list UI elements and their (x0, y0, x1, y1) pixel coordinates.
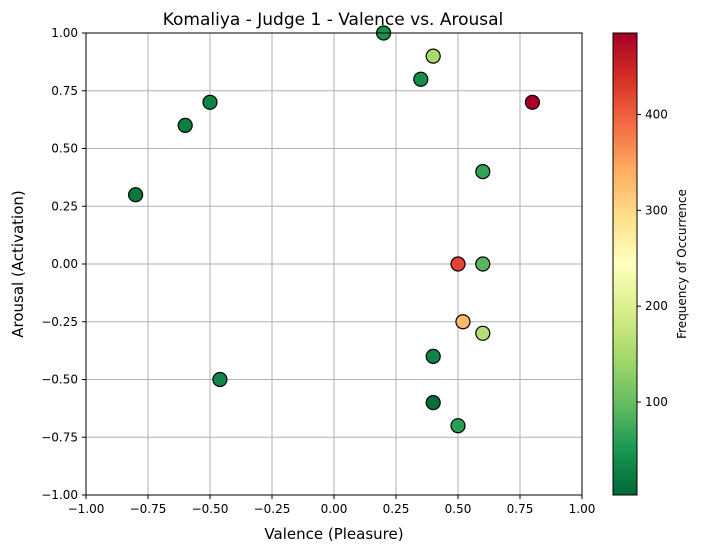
y-tick-label: −0.25 (41, 315, 78, 329)
data-point (475, 325, 491, 341)
data-point (128, 187, 144, 203)
colorbar-tick-label: 400 (645, 107, 668, 121)
colorbar-label: Frequency of Occurrence (675, 189, 689, 339)
y-tick-label: 0.25 (51, 199, 78, 213)
y-tick-label: 0.50 (51, 142, 78, 156)
data-point (450, 256, 466, 272)
colorbar-ticks: 100 200 300 400 (637, 107, 668, 409)
y-tick-label: −0.75 (41, 430, 78, 444)
data-points (128, 25, 541, 434)
colorbar-tick-label: 200 (645, 299, 668, 313)
data-point (425, 348, 441, 364)
data-point (425, 395, 441, 411)
x-tick-label: 0.50 (445, 502, 472, 516)
y-tick-label: 1.00 (51, 26, 78, 40)
data-point (212, 371, 228, 388)
x-tick-label: −0.25 (254, 502, 291, 516)
x-tick-label: 1.00 (569, 502, 596, 516)
colorbar-tick-label: 300 (645, 203, 668, 217)
data-point (425, 48, 441, 64)
x-tick-label: −1.00 (68, 502, 105, 516)
x-tick-label: −0.75 (130, 502, 167, 516)
data-point (202, 94, 218, 110)
x-axis-ticks: −1.00 −0.75 −0.50 −0.25 0.00 0.25 0.50 0.75 1.00 (68, 495, 596, 516)
grid-lines (85, 32, 583, 496)
x-tick-label: 0.75 (507, 502, 534, 516)
data-point (450, 418, 466, 434)
data-point (455, 314, 471, 330)
colorbar-tick-label: 100 (645, 395, 668, 409)
y-tick-label: −1.00 (41, 488, 78, 502)
data-point (413, 71, 429, 87)
y-tick-label: 0.00 (51, 257, 78, 271)
x-tick-label: 0.25 (383, 502, 410, 516)
colorbar (612, 32, 638, 496)
data-point (475, 164, 491, 180)
data-point (475, 256, 491, 272)
chart-title: Komaliya - Judge 1 - Valence vs. Arousal (163, 10, 504, 30)
y-axis-label: Arousal (Activation) (9, 190, 27, 338)
x-tick-label: −0.50 (192, 502, 229, 516)
data-point (177, 117, 193, 134)
y-tick-label: −0.50 (41, 373, 78, 387)
y-axis-ticks: −1.00 −0.75 −0.50 −0.25 0.00 0.25 0.50 0.75 1.00 (41, 26, 86, 502)
data-point (524, 94, 541, 110)
y-tick-label: 0.75 (51, 84, 78, 98)
x-axis-label: Valence (Pleasure) (264, 525, 403, 543)
x-tick-label: 0.00 (321, 502, 348, 516)
